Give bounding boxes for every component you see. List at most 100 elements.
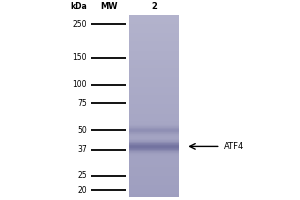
Bar	[129, 141, 179, 142]
Bar	[129, 126, 179, 127]
Bar	[129, 36, 179, 37]
Bar	[129, 114, 179, 115]
Bar	[129, 92, 179, 93]
Bar	[129, 59, 179, 60]
Bar	[129, 98, 179, 99]
Bar	[129, 58, 179, 59]
Bar	[129, 28, 179, 29]
Bar	[129, 136, 179, 137]
Bar	[129, 187, 179, 188]
Bar	[129, 138, 179, 139]
Text: MW: MW	[100, 2, 118, 11]
Bar	[129, 107, 179, 108]
Bar	[129, 139, 179, 140]
Bar	[129, 146, 179, 147]
Bar	[129, 47, 179, 48]
Bar	[129, 157, 179, 158]
Bar	[129, 132, 179, 133]
Bar	[129, 85, 179, 86]
Bar	[129, 172, 179, 173]
Bar	[129, 129, 179, 130]
Bar	[129, 112, 179, 113]
Bar	[129, 53, 179, 54]
Bar	[129, 109, 179, 110]
Bar	[129, 120, 179, 121]
Bar	[129, 130, 179, 131]
Bar	[129, 86, 179, 87]
Bar	[129, 25, 179, 26]
Text: 20: 20	[77, 186, 87, 195]
Bar	[129, 145, 179, 146]
Bar	[129, 111, 179, 112]
Bar	[129, 133, 179, 134]
Bar	[129, 44, 179, 45]
Bar	[129, 152, 179, 153]
Bar	[129, 166, 179, 167]
Bar	[129, 188, 179, 189]
Bar	[129, 169, 179, 170]
Bar	[129, 119, 179, 120]
Bar	[129, 185, 179, 186]
Bar	[129, 135, 179, 136]
Bar	[129, 54, 179, 55]
Bar	[129, 48, 179, 49]
Bar	[129, 181, 179, 182]
Bar	[129, 30, 179, 31]
Bar	[129, 194, 179, 195]
Bar	[129, 72, 179, 73]
Bar	[129, 29, 179, 30]
Bar	[129, 42, 179, 43]
Bar	[129, 87, 179, 88]
Bar	[129, 39, 179, 40]
Bar	[129, 167, 179, 168]
Bar	[129, 75, 179, 76]
Bar	[129, 168, 179, 169]
Bar	[129, 82, 179, 83]
Bar	[129, 190, 179, 191]
Bar	[129, 61, 179, 62]
Bar	[129, 148, 179, 149]
Bar	[129, 84, 179, 85]
Bar	[129, 195, 179, 196]
Bar	[129, 173, 179, 174]
Bar	[129, 19, 179, 20]
Bar	[129, 170, 179, 171]
Bar	[129, 174, 179, 175]
Bar	[129, 15, 179, 16]
Bar	[129, 20, 179, 21]
Bar	[129, 128, 179, 129]
Bar	[129, 108, 179, 109]
Bar	[129, 70, 179, 71]
Bar	[129, 131, 179, 132]
Bar	[129, 96, 179, 97]
Bar	[129, 79, 179, 80]
Bar	[129, 156, 179, 157]
Bar	[129, 144, 179, 145]
Bar	[129, 94, 179, 95]
Bar	[129, 140, 179, 141]
Bar	[129, 158, 179, 159]
Bar	[129, 134, 179, 135]
Bar	[129, 83, 179, 84]
Bar	[129, 121, 179, 122]
Bar	[129, 23, 179, 24]
Bar	[129, 31, 179, 32]
Bar	[129, 33, 179, 34]
Bar	[129, 104, 179, 105]
Bar	[129, 22, 179, 23]
Bar	[129, 196, 179, 197]
Bar	[129, 117, 179, 118]
Bar	[129, 155, 179, 156]
Bar	[129, 74, 179, 75]
Bar	[129, 16, 179, 17]
Bar	[129, 106, 179, 107]
Text: 37: 37	[77, 145, 87, 154]
Bar	[129, 93, 179, 94]
Text: 150: 150	[72, 53, 87, 62]
Bar	[129, 51, 179, 52]
Bar	[129, 37, 179, 38]
Bar	[129, 100, 179, 101]
Bar	[129, 161, 179, 162]
Bar	[129, 186, 179, 187]
Bar	[129, 40, 179, 41]
